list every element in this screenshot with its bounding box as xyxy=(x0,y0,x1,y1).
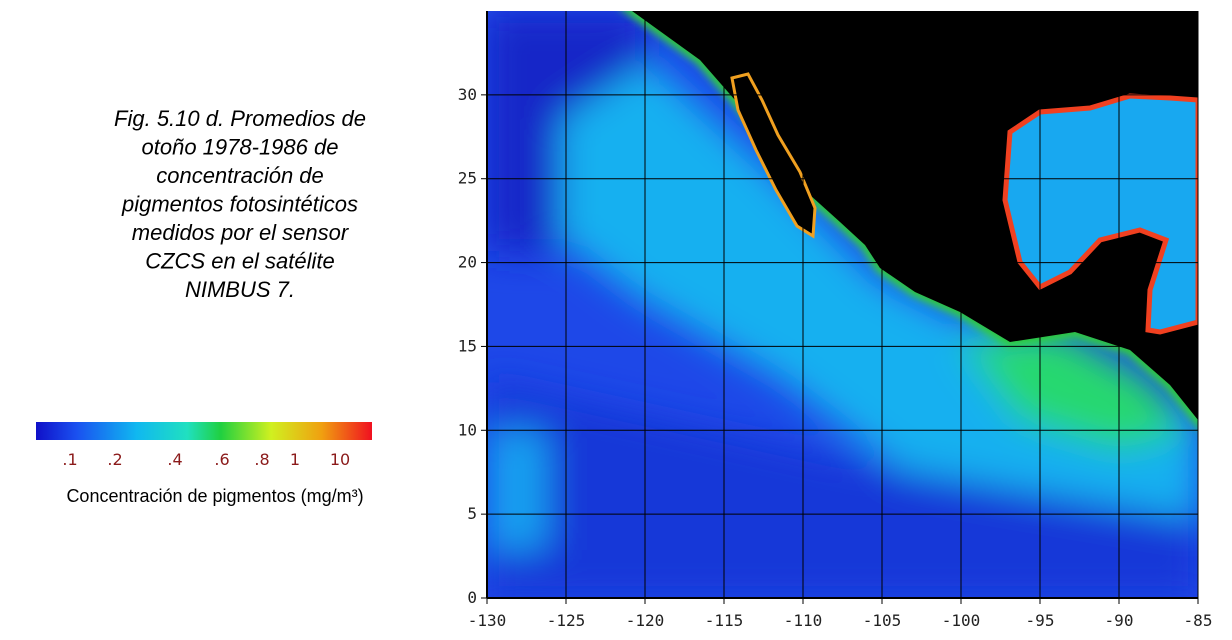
caption: Fig. 5.10 d. Promedios de otoño 1978-1986… xyxy=(114,106,366,302)
satellite-image xyxy=(487,11,1198,598)
gulf-water xyxy=(1002,93,1198,335)
y-tick-label: 5 xyxy=(467,504,477,523)
caption-line: otoño 1978-1986 de xyxy=(142,135,339,160)
x-tick-label: -105 xyxy=(863,611,902,630)
y-tick-label: 10 xyxy=(458,420,477,439)
colorbar-label: .4 xyxy=(167,450,182,469)
x-tick-label: -90 xyxy=(1105,611,1134,630)
colorbar-label: .6 xyxy=(214,450,229,469)
caption-line: pigmentos fotosintéticos xyxy=(121,192,358,217)
colorbar xyxy=(36,422,372,440)
x-tick-label: -100 xyxy=(942,611,981,630)
colorbar-label: .2 xyxy=(107,450,122,469)
axes: -130 -125 -120 -115 -110 -105 -100 -95 -90 -85 0 5 1… xyxy=(458,11,1213,630)
x-tick-label: -120 xyxy=(626,611,665,630)
x-tick-label: -85 xyxy=(1184,611,1213,630)
colorbar-label: .8 xyxy=(254,450,269,469)
land xyxy=(730,72,817,239)
x-tick-label: -110 xyxy=(784,611,823,630)
y-tick-label: 0 xyxy=(467,588,477,607)
y-tick-label: 15 xyxy=(458,336,477,355)
x-tick-label: -125 xyxy=(547,611,586,630)
caption-line: CZCS en el satélite xyxy=(145,249,335,274)
caption-line: Fig. 5.10 d. Promedios de xyxy=(114,106,366,131)
colorbar-label: .1 xyxy=(62,450,77,469)
caption-line: NIMBUS 7. xyxy=(185,277,295,302)
y-tick-label: 25 xyxy=(458,169,477,188)
y-tick-label: 30 xyxy=(458,85,477,104)
y-tick-label: 20 xyxy=(458,253,477,272)
colorbar-title: Concentración de pigmentos (mg/m³) xyxy=(66,486,363,506)
colorbar-label: 10 xyxy=(330,450,350,469)
caption-line: medidos por el sensor xyxy=(132,220,350,245)
colorbar-label: 1 xyxy=(290,450,300,469)
x-tick-label: -130 xyxy=(468,611,507,630)
caption-line: concentración de xyxy=(156,163,324,188)
x-tick-label: -115 xyxy=(705,611,744,630)
x-tick-label: -95 xyxy=(1026,611,1055,630)
